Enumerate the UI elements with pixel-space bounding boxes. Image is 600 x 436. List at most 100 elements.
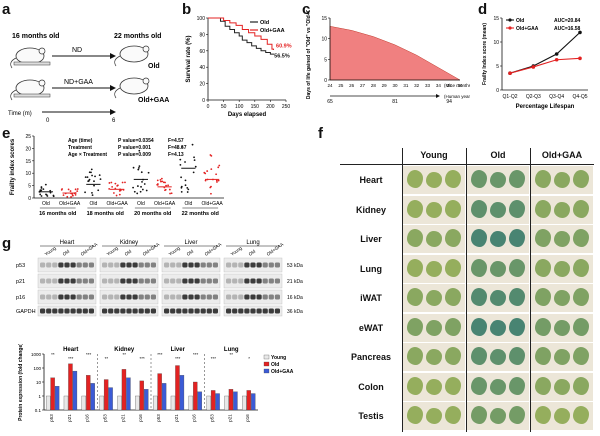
scatter-point [184, 179, 187, 182]
blot-band [182, 308, 188, 314]
legend-marker [508, 26, 512, 30]
blot-band [250, 294, 256, 300]
significance-label: ** [105, 356, 109, 361]
marker-tick-label: p21 [227, 414, 232, 422]
bar-old [210, 390, 216, 411]
blot-band [170, 262, 176, 268]
scatter-point [145, 189, 148, 192]
y-tick-label: 15 [493, 16, 499, 22]
tissue-sample [535, 288, 551, 306]
blot-band [206, 262, 212, 268]
tissue-sample [471, 199, 487, 218]
tissue-sample [509, 199, 525, 218]
tissue-sample [490, 378, 506, 395]
tissue-sample [573, 317, 589, 336]
scatter-point [138, 165, 141, 168]
blot-band [176, 294, 182, 300]
lane-label: Old [62, 248, 71, 256]
tissue-sample [554, 349, 570, 365]
x-tick-label: 24 [327, 83, 333, 88]
scatter-point [209, 154, 212, 156]
blot-band [232, 294, 238, 300]
tissue-sample [490, 172, 506, 188]
blot-band [144, 294, 150, 300]
stats-f: F=4.57 [168, 138, 184, 144]
scatter-point [84, 176, 87, 179]
tissue-sample [490, 408, 506, 424]
column-header: Old [490, 150, 506, 160]
blot-band [256, 294, 262, 300]
scatter-point [165, 184, 167, 187]
mouse-icon [114, 45, 150, 67]
y-tick-label: 60 [199, 49, 205, 55]
blot-band [58, 278, 64, 284]
tissue-sample [407, 229, 423, 247]
marker-tick-label: p53 [102, 414, 107, 422]
tissue-image [467, 402, 529, 430]
blot-band [262, 278, 268, 284]
marker-tick-label: p53 [49, 414, 54, 422]
scatter-point [184, 184, 187, 187]
tissue-sample [426, 172, 442, 188]
human-tick-label: 65 [327, 99, 333, 105]
scatter-point [140, 185, 142, 188]
tissue-sample [407, 170, 423, 188]
scatter-point [209, 186, 212, 189]
data-point [578, 30, 582, 35]
scatter-point [94, 175, 96, 178]
blot-band [150, 308, 156, 314]
tissue-sample [407, 406, 423, 424]
blot-band [82, 308, 88, 314]
bar-old [121, 369, 127, 411]
tissue-sample [471, 288, 487, 306]
x-tick-label: Q4-Q5 [572, 94, 587, 100]
scatter-point [72, 194, 74, 197]
blot-band [164, 308, 170, 314]
tissue-image [531, 343, 593, 371]
time-start: 0 [46, 118, 50, 124]
tissue-image [531, 402, 593, 430]
scatter-point [87, 180, 90, 183]
tissue-sample [554, 378, 570, 395]
legend-label: Old [271, 362, 279, 368]
scatter-point [115, 194, 118, 197]
survival-line-old [208, 17, 275, 55]
tissue-sample [509, 317, 525, 336]
scatter-point [42, 188, 45, 190]
bar-old [68, 363, 73, 411]
bar-old-gaa [126, 377, 131, 411]
blot-band [150, 262, 156, 268]
blot-band [226, 262, 232, 268]
stats-f: F=48.67 [168, 145, 187, 151]
tissue-sample [426, 201, 442, 218]
bar-old-gaa [90, 383, 95, 411]
blot-band [120, 262, 126, 268]
blot-band [138, 294, 144, 300]
y-axis-label: Frailty index scores [10, 138, 16, 195]
blot-band [232, 278, 238, 284]
marker-tick-label: p16 [138, 414, 143, 422]
blot-band [76, 262, 82, 268]
y-axis-label: Frailty Index score (mean) [482, 23, 488, 85]
tissue-image [467, 166, 529, 194]
blot-band [114, 308, 120, 314]
blot-band [256, 308, 262, 314]
bar-old-gaa [72, 370, 78, 411]
x-tick-label: 34 [436, 83, 442, 88]
lane-label: Old+GAA [266, 242, 285, 257]
scatter-point [74, 193, 77, 196]
stats-p: P value=0.009 [118, 152, 151, 158]
tissue-sample [407, 376, 423, 395]
protein-label: GAPDH [16, 309, 36, 315]
y-tick-label: 0.1 [35, 408, 42, 413]
blot-band [256, 278, 262, 284]
bar-old [86, 375, 91, 411]
x-tick-label: 31 [403, 83, 409, 88]
bar-old-gaa [197, 391, 202, 411]
lane-label: Young [168, 245, 182, 257]
y-tick-label: 20 [199, 82, 205, 88]
scatter-point [93, 184, 95, 187]
scatter-point [137, 168, 140, 171]
tissue-sample [535, 258, 551, 277]
blot-band [82, 262, 88, 268]
